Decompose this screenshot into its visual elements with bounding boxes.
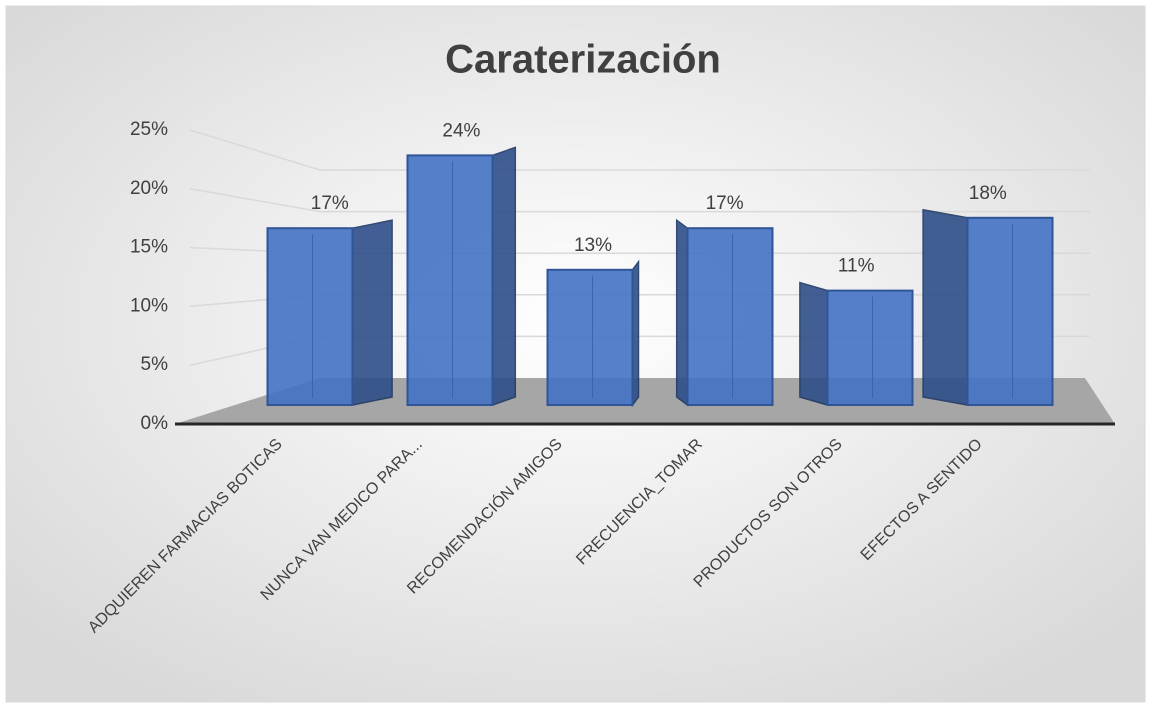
value-label: 24% bbox=[442, 120, 480, 141]
bar-side bbox=[799, 281, 829, 406]
bar-side bbox=[351, 219, 393, 406]
value-label: 18% bbox=[969, 183, 1007, 204]
chart-title: Caraterización bbox=[445, 38, 721, 82]
y-tick-label: 5% bbox=[141, 354, 169, 375]
bar bbox=[826, 289, 914, 407]
bar-side bbox=[675, 218, 689, 407]
bar bbox=[406, 154, 494, 406]
bar bbox=[546, 268, 634, 406]
y-tick-label: 15% bbox=[130, 237, 168, 258]
bar bbox=[966, 216, 1054, 406]
bar bbox=[686, 227, 774, 406]
y-tick-label: 0% bbox=[141, 413, 169, 434]
bar-side bbox=[491, 146, 517, 407]
bar-side bbox=[922, 208, 969, 406]
value-label: 17% bbox=[311, 193, 349, 214]
value-label: 13% bbox=[574, 235, 612, 256]
value-label: 11% bbox=[838, 256, 875, 277]
y-tick-label: 25% bbox=[130, 119, 168, 140]
grid-line bbox=[189, 188, 1090, 213]
y-tick-label: 20% bbox=[130, 178, 168, 199]
bar bbox=[266, 227, 354, 406]
y-tick-label: 10% bbox=[130, 295, 168, 316]
grid-line bbox=[189, 129, 1090, 171]
value-label: 17% bbox=[706, 193, 744, 214]
